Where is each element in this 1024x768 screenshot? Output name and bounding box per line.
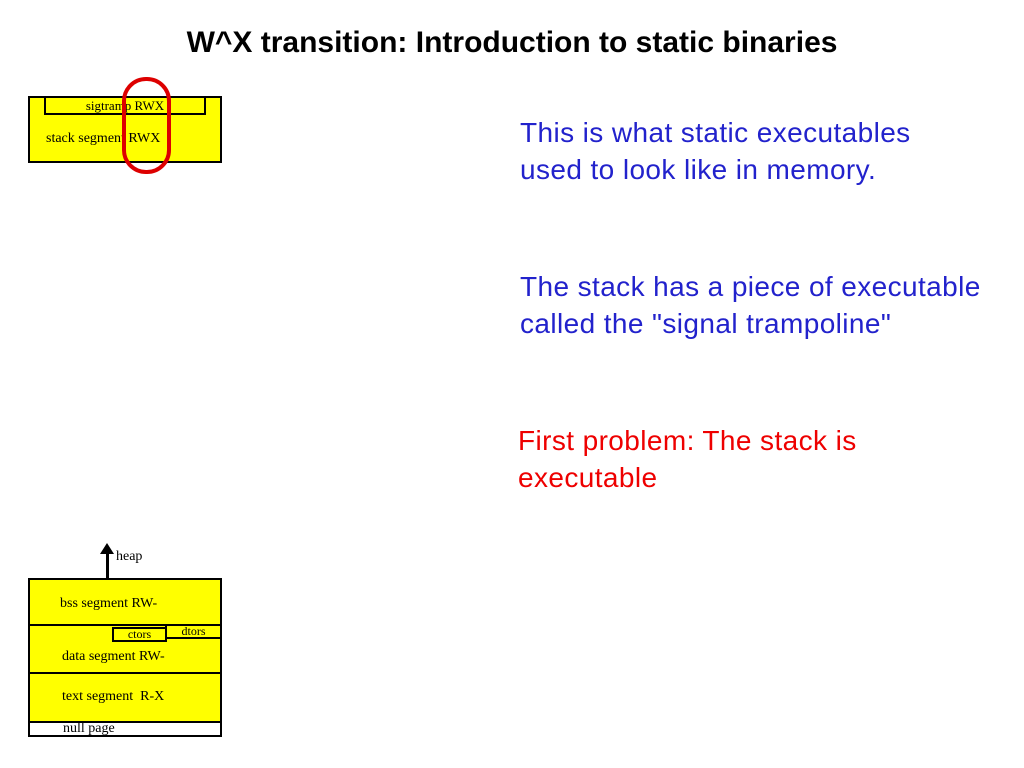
stack-segment-label: stack segment RWX (46, 131, 161, 146)
bss-segment-label: bss segment RW- (60, 596, 158, 611)
ctors-box: ctors (112, 627, 167, 642)
heap-label: heap (116, 549, 143, 564)
data-segment-label: data segment RW- (62, 649, 165, 664)
null-page-label: null page (63, 721, 115, 736)
annotation-first-problem: First problem: The stack is executable (518, 425, 857, 493)
heap-arrow-head-icon (100, 543, 114, 554)
null-page-box (28, 721, 222, 737)
slide-title: W^X transition: Introduction to static b… (186, 26, 838, 59)
dtors-box: dtors (165, 624, 222, 639)
dtors-label: dtors (181, 624, 206, 638)
ctors-label: ctors (127, 627, 152, 641)
rwx-highlight-oval (122, 77, 171, 174)
sigtramp-label: sigtramp RWX (85, 97, 165, 113)
heap-arrow-line (106, 552, 109, 579)
annotation-signal-trampoline: The stack has a piece of executable call… (520, 271, 981, 339)
text-segment-label: text segment R-X (62, 689, 165, 704)
text-segment-box (28, 672, 222, 723)
annotation-static-executables: This is what static executables used to … (520, 117, 911, 185)
